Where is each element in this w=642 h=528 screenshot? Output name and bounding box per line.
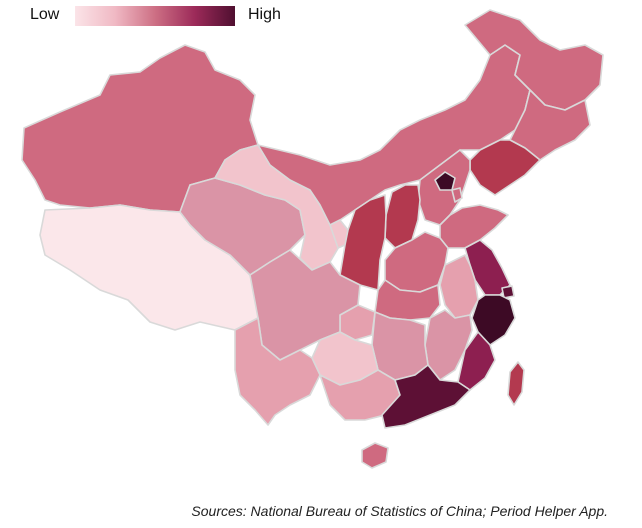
region-yunnan[interactable]	[234, 317, 321, 426]
source-note: Sources: National Bureau of Statistics o…	[191, 503, 608, 519]
legend-high-label: High	[248, 6, 281, 23]
region-hainan[interactable]	[361, 442, 389, 469]
legend-color-scale	[75, 6, 235, 26]
region-henan[interactable]	[384, 231, 449, 293]
region-beijing[interactable]	[434, 171, 456, 191]
region-hunan[interactable]	[371, 311, 429, 381]
region-guangdong[interactable]	[381, 364, 471, 429]
region-taiwan[interactable]	[507, 361, 525, 406]
legend-low-label: Low	[30, 6, 60, 23]
region-tianjin[interactable]	[451, 187, 463, 203]
region-shanghai[interactable]	[501, 285, 515, 299]
region-anhui[interactable]	[439, 254, 479, 319]
region-zhejiang[interactable]	[471, 294, 516, 346]
region-shaanxi[interactable]	[339, 194, 387, 291]
